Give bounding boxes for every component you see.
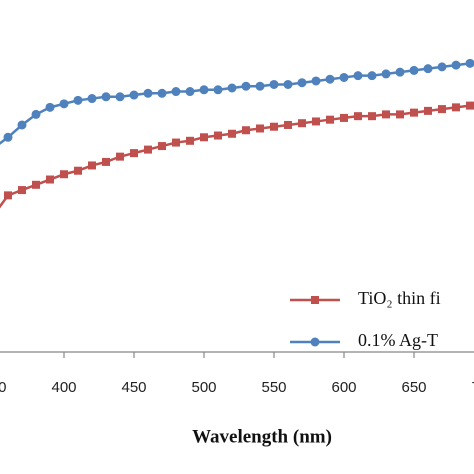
marker	[4, 191, 12, 200]
marker	[59, 99, 69, 109]
x-tick-label: 350	[0, 379, 7, 396]
marker	[340, 113, 348, 122]
marker	[410, 108, 418, 117]
marker	[199, 85, 209, 95]
legend-label: 0.1% Ag-T	[358, 330, 438, 350]
marker	[186, 136, 194, 145]
x-tick-label: 600	[331, 379, 356, 396]
marker	[228, 129, 236, 138]
x-tick-label: 700	[471, 379, 474, 396]
marker	[270, 122, 278, 131]
marker	[87, 94, 97, 104]
marker	[32, 180, 40, 189]
marker	[60, 170, 68, 179]
x-tick-label: 400	[51, 379, 76, 396]
marker	[269, 79, 279, 89]
marker	[311, 76, 321, 86]
marker	[214, 131, 222, 140]
marker	[298, 119, 306, 128]
marker	[157, 88, 167, 98]
legend-label: TiO₂ thin fi	[358, 288, 441, 308]
marker	[74, 166, 82, 175]
marker	[143, 88, 153, 98]
marker	[116, 152, 124, 161]
marker	[242, 126, 250, 135]
marker	[367, 71, 377, 81]
marker	[255, 81, 265, 91]
marker	[437, 62, 447, 72]
marker	[452, 103, 460, 112]
marker	[382, 110, 390, 119]
marker	[213, 85, 223, 95]
marker	[424, 106, 432, 115]
marker	[297, 78, 307, 88]
marker	[171, 87, 181, 97]
marker	[438, 105, 446, 114]
marker	[172, 138, 180, 147]
x-axis-label: Wavelength (nm)	[192, 426, 332, 447]
marker	[185, 87, 195, 97]
marker	[144, 145, 152, 154]
marker	[227, 83, 237, 93]
marker	[284, 120, 292, 129]
x-tick-label: 450	[121, 379, 146, 396]
marker	[45, 102, 55, 112]
marker	[466, 101, 474, 110]
marker	[101, 92, 111, 102]
marker	[283, 79, 293, 89]
marker	[312, 117, 320, 126]
marker	[18, 186, 26, 195]
marker	[88, 161, 96, 170]
marker	[129, 90, 139, 100]
marker	[46, 175, 54, 184]
x-tick-label: 500	[191, 379, 216, 396]
marker	[158, 142, 166, 151]
marker	[73, 95, 83, 105]
x-tick-label: 650	[401, 379, 426, 396]
marker	[395, 67, 405, 77]
marker	[451, 60, 461, 70]
marker	[326, 115, 334, 124]
marker	[396, 110, 404, 119]
series-line	[0, 104, 471, 209]
marker	[200, 133, 208, 142]
marker	[353, 71, 363, 81]
marker	[354, 112, 362, 121]
marker	[102, 157, 110, 166]
marker	[130, 149, 138, 158]
x-tick-label: 550	[261, 379, 286, 396]
legend-marker	[310, 337, 320, 347]
marker	[325, 74, 335, 84]
marker	[368, 112, 376, 121]
marker	[256, 124, 264, 133]
marker	[31, 109, 41, 119]
marker	[423, 64, 433, 74]
legend-marker	[311, 296, 319, 304]
marker	[17, 120, 27, 130]
marker	[3, 132, 13, 142]
marker	[339, 72, 349, 82]
marker	[115, 92, 125, 102]
marker	[381, 69, 391, 79]
marker	[409, 65, 419, 75]
marker	[465, 58, 474, 68]
marker	[241, 81, 251, 91]
